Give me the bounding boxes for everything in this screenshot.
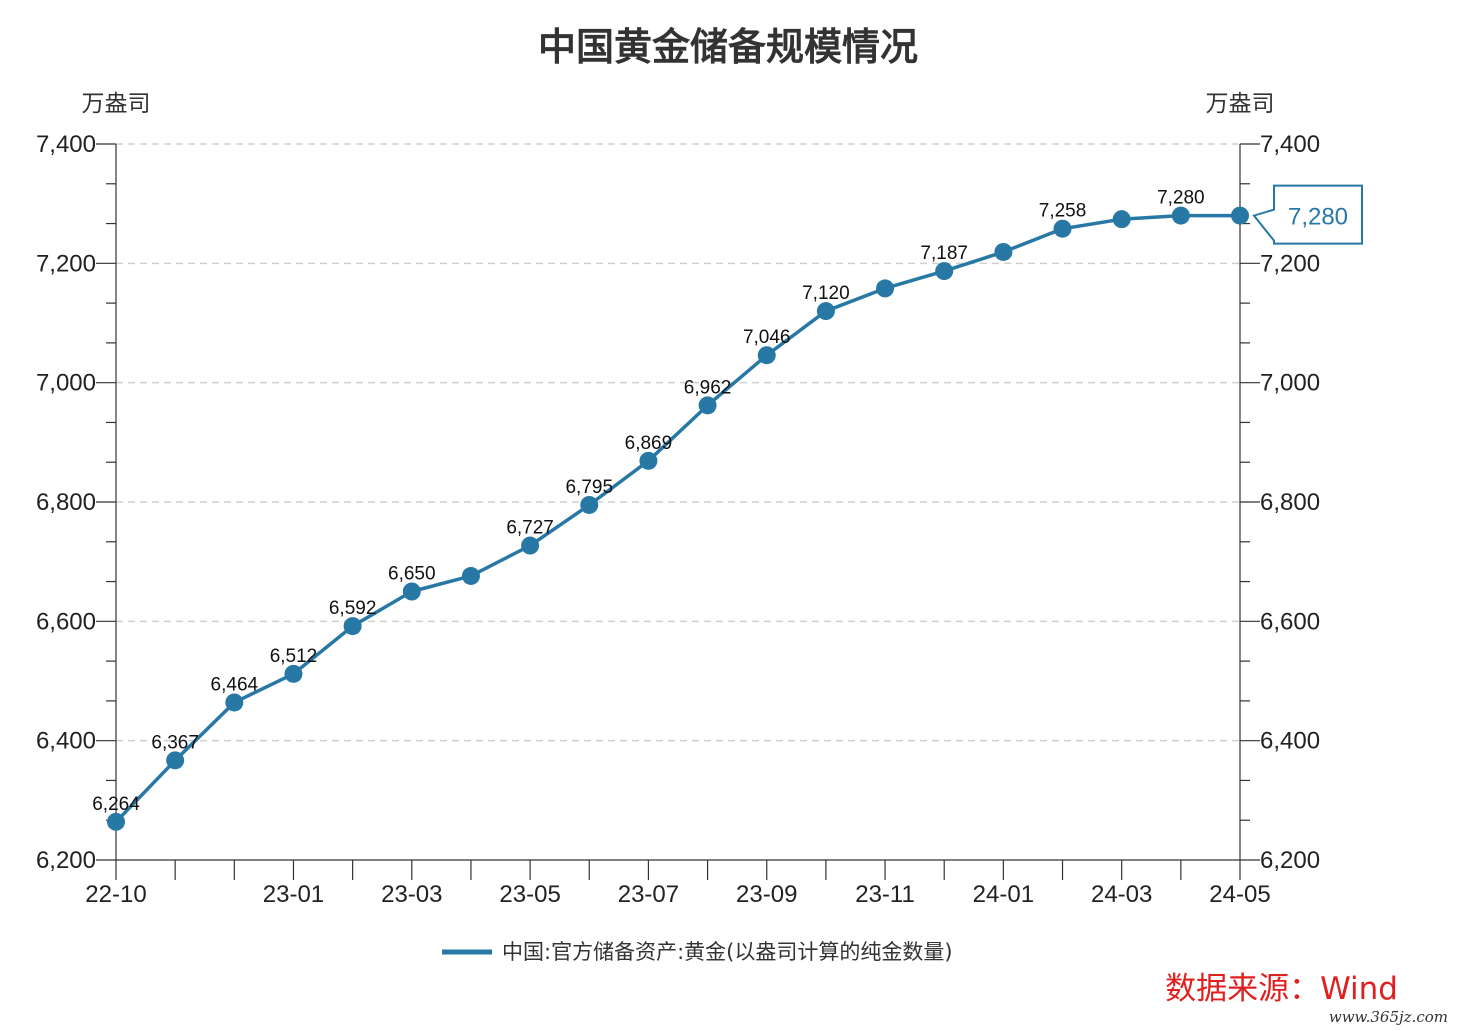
x-tick-label: 23-03 — [381, 881, 442, 908]
x-tick-label: 23-11 — [855, 881, 915, 908]
right-y-tick-label: 6,600 — [1260, 608, 1320, 635]
watermark: www.365jz.com — [1329, 1008, 1448, 1026]
data-labels: 6,264 6,367 6,464 6,512 6,592 6,650 6,727 6,795… — [92, 188, 1204, 815]
data-point — [580, 495, 599, 514]
chart-title: 中国黄金储备规模情况 — [538, 25, 918, 69]
data-label: 7,258 — [1039, 201, 1087, 222]
x-tick-label: 24-05 — [1209, 881, 1270, 908]
axes — [96, 143, 1260, 880]
data-point — [107, 812, 125, 831]
data-point — [1112, 210, 1131, 229]
data-point — [521, 536, 540, 555]
source-note: 数据来源：Wind — [1165, 971, 1398, 1007]
data-label: 6,962 — [684, 377, 732, 398]
data-point — [461, 566, 480, 585]
x-tick-label: 23-05 — [499, 881, 560, 908]
x-tick-label: 24-01 — [973, 881, 1034, 908]
data-point — [698, 396, 717, 415]
left-y-tick-label: 7,400 — [36, 131, 96, 158]
left-y-tick-label: 6,200 — [36, 847, 96, 874]
data-label: 6,464 — [211, 674, 259, 695]
left-y-tick-label: 6,800 — [36, 489, 96, 516]
grid-lines — [116, 143, 1240, 742]
data-label: 7,187 — [920, 243, 968, 264]
data-point — [935, 262, 954, 281]
data-label: 6,650 — [388, 564, 436, 585]
data-point — [876, 279, 895, 298]
data-label: 6,727 — [506, 518, 554, 539]
last-value-callout: 7,280 — [1252, 184, 1363, 245]
x-tick-label: 22-10 — [85, 881, 146, 908]
left-axis-unit: 万盎司 — [82, 91, 151, 117]
data-label: 6,264 — [92, 794, 140, 815]
right-y-tick-label: 6,200 — [1260, 847, 1320, 874]
x-tick-label: 23-01 — [263, 881, 324, 908]
right-y-tick-labels: 6,200 6,400 6,600 6,800 7,000 7,200 7,400 — [1260, 131, 1320, 874]
data-point — [816, 302, 835, 321]
right-y-tick-label: 6,400 — [1260, 728, 1320, 755]
left-y-tick-label: 6,600 — [36, 608, 96, 635]
x-tick-labels: 22-10 23-01 23-03 23-05 23-07 23-09 23-11 24-01… — [85, 881, 1270, 908]
x-tick-label: 23-07 — [618, 881, 679, 908]
data-point — [284, 664, 303, 683]
data-point — [225, 693, 244, 712]
data-label: 7,046 — [743, 327, 791, 348]
data-label: 7,120 — [802, 283, 850, 304]
data-label: 7,280 — [1157, 188, 1205, 209]
left-y-tick-label: 7,000 — [36, 370, 96, 397]
data-point — [639, 451, 658, 470]
data-label: 6,367 — [151, 732, 199, 753]
data-point — [166, 751, 185, 770]
x-tick-label: 23-09 — [736, 881, 797, 908]
legend[interactable]: 中国:官方储备资产:黄金(以盎司计算的纯金数量) — [442, 940, 953, 964]
left-y-tick-label: 6,400 — [36, 728, 96, 755]
legend-label: 中国:官方储备资产:黄金(以盎司计算的纯金数量) — [502, 940, 953, 964]
data-point — [1053, 219, 1072, 238]
right-axis-unit: 万盎司 — [1206, 91, 1275, 117]
right-y-tick-label: 7,000 — [1260, 370, 1320, 397]
data-point — [402, 582, 421, 601]
data-point — [994, 242, 1013, 261]
x-tick-label: 24-03 — [1091, 881, 1152, 908]
left-y-tick-label: 7,200 — [36, 250, 96, 277]
data-point — [1171, 206, 1190, 225]
series-line — [114, 213, 1240, 824]
series-gold-reserve — [107, 206, 1249, 831]
data-label: 6,869 — [625, 433, 673, 454]
right-y-tick-label: 6,800 — [1260, 489, 1320, 516]
callout-value: 7,280 — [1288, 204, 1348, 231]
right-y-tick-label: 7,400 — [1260, 131, 1320, 158]
data-point — [343, 617, 362, 636]
data-label: 6,795 — [565, 477, 613, 498]
data-label: 6,512 — [270, 646, 318, 667]
right-y-tick-label: 7,200 — [1260, 250, 1320, 277]
data-point — [1231, 206, 1249, 225]
callout-box — [1252, 184, 1363, 245]
left-y-tick-labels: 6,200 6,400 6,600 6,800 7,000 7,200 7,400 — [36, 131, 96, 874]
data-point — [757, 346, 776, 365]
data-label: 6,592 — [329, 598, 377, 619]
